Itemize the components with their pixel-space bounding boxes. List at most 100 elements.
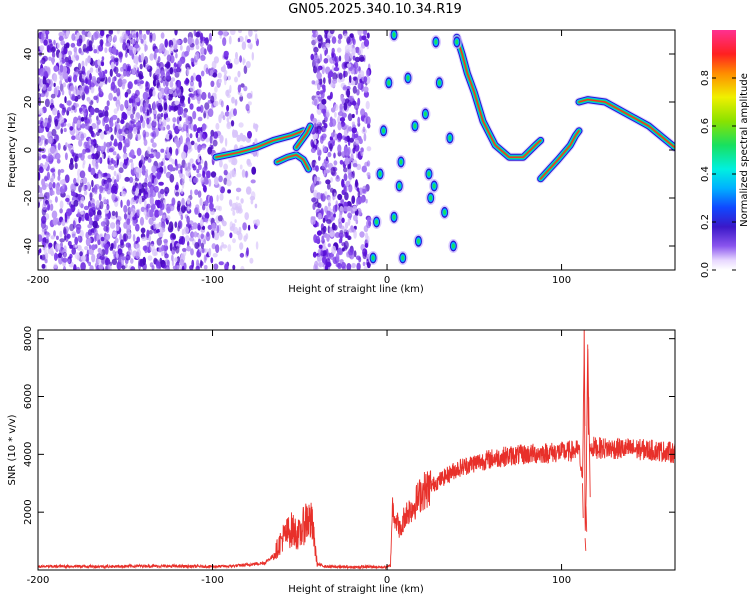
noise-blob bbox=[66, 100, 72, 106]
noise-blob bbox=[38, 234, 43, 242]
noise-blob bbox=[135, 243, 141, 252]
noise-blob bbox=[329, 231, 335, 238]
noise-blob bbox=[208, 47, 213, 55]
noise-blob bbox=[338, 212, 343, 221]
noise-blob bbox=[51, 128, 57, 137]
noise-blob bbox=[346, 63, 352, 68]
noise-blob bbox=[142, 33, 147, 41]
noise-blob bbox=[119, 104, 124, 112]
noise-blob bbox=[164, 253, 169, 259]
noise-blob bbox=[107, 164, 112, 170]
noise-blob bbox=[177, 123, 182, 130]
noise-blob bbox=[131, 38, 134, 45]
noise-blob bbox=[59, 200, 64, 209]
noise-blob bbox=[114, 57, 119, 63]
noise-blob bbox=[339, 117, 346, 122]
noise-blob bbox=[116, 73, 121, 78]
noise-blob bbox=[45, 252, 49, 260]
noise-blob bbox=[104, 105, 109, 112]
noise-blob bbox=[195, 44, 200, 50]
noise-blob bbox=[357, 30, 362, 36]
noise-blob bbox=[223, 50, 229, 57]
noise-blob bbox=[104, 243, 109, 250]
noise-blob bbox=[183, 111, 187, 118]
noise-blob bbox=[89, 192, 93, 201]
noise-blob bbox=[50, 175, 55, 183]
noise-blob bbox=[203, 238, 207, 245]
noise-blob bbox=[104, 69, 108, 74]
noise-blob bbox=[208, 32, 212, 42]
snr-y-tick-label: 6000 bbox=[23, 384, 34, 409]
noise-blob bbox=[52, 182, 56, 189]
noise-blob bbox=[330, 107, 336, 113]
noise-blob bbox=[65, 142, 68, 148]
noise-blob bbox=[50, 235, 55, 240]
noise-blob bbox=[91, 179, 94, 188]
noise-blob bbox=[85, 58, 88, 67]
noise-blob bbox=[79, 107, 83, 112]
noise-blob bbox=[119, 161, 124, 168]
noise-blob bbox=[217, 30, 224, 36]
noise-blob bbox=[117, 78, 123, 88]
noise-blob bbox=[167, 94, 173, 101]
noise-blob bbox=[325, 179, 331, 185]
noise-blob bbox=[175, 245, 180, 254]
snr-x-tick-label: -200 bbox=[27, 575, 50, 586]
noise-blob bbox=[178, 220, 183, 230]
noise-blob bbox=[327, 196, 331, 203]
noise-blob bbox=[343, 173, 348, 182]
noise-blob bbox=[160, 148, 165, 153]
noise-blob bbox=[151, 165, 157, 174]
noise-blob bbox=[84, 123, 90, 130]
noise-blob bbox=[160, 125, 165, 131]
noise-blob bbox=[226, 179, 232, 187]
noise-blob bbox=[41, 231, 45, 239]
noise-blob bbox=[215, 122, 220, 130]
noise-blob bbox=[118, 134, 124, 142]
noise-blob bbox=[245, 103, 250, 112]
noise-blob bbox=[351, 195, 356, 204]
spectrogram-peaks bbox=[368, 30, 462, 265]
noise-blob bbox=[155, 260, 160, 267]
noise-blob bbox=[208, 178, 212, 187]
noise-blob bbox=[347, 218, 351, 226]
noise-blob bbox=[195, 74, 202, 82]
snr-y-ticks: 2000 4000 6000 8000 bbox=[23, 326, 675, 525]
noise-blob bbox=[337, 144, 342, 153]
noise-blob bbox=[170, 105, 175, 111]
noise-blob bbox=[158, 98, 162, 104]
noise-blob bbox=[136, 185, 141, 190]
noise-blob bbox=[111, 210, 116, 217]
noise-blob bbox=[57, 169, 61, 177]
noise-blob bbox=[68, 55, 72, 64]
noise-blob bbox=[210, 257, 214, 264]
noise-blob bbox=[194, 189, 199, 196]
noise-blob bbox=[112, 151, 117, 156]
noise-blob bbox=[121, 256, 126, 261]
noise-blob bbox=[119, 233, 122, 241]
noise-blob bbox=[181, 197, 185, 207]
noise-blob bbox=[344, 192, 349, 201]
noise-blob bbox=[50, 168, 56, 173]
noise-blob bbox=[126, 218, 131, 225]
noise-blob bbox=[187, 36, 193, 45]
noise-blob bbox=[162, 79, 166, 87]
noise-blob bbox=[80, 196, 85, 204]
noise-blob bbox=[231, 157, 238, 166]
noise-blob bbox=[333, 67, 340, 72]
noise-blob bbox=[331, 222, 336, 231]
noise-blob bbox=[320, 192, 323, 201]
noise-blob bbox=[205, 232, 211, 242]
noise-blob bbox=[255, 123, 258, 133]
noise-blob bbox=[83, 190, 88, 196]
noise-blob bbox=[62, 30, 67, 33]
noise-blob bbox=[139, 84, 143, 90]
noise-blob bbox=[80, 210, 84, 215]
spectrogram-x-tick-label: 0 bbox=[384, 275, 390, 286]
noise-blob bbox=[315, 30, 319, 38]
noise-blob bbox=[157, 56, 161, 63]
noise-blob bbox=[64, 174, 70, 183]
noise-blob bbox=[207, 108, 214, 117]
noise-blob bbox=[137, 262, 142, 270]
